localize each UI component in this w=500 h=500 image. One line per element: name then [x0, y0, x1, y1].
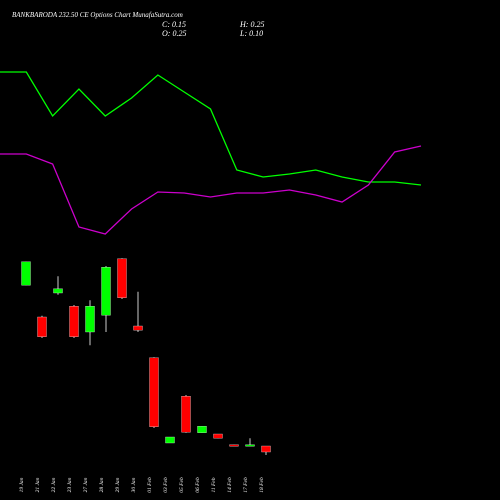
candle-body: [37, 316, 47, 337]
candle-body: [133, 325, 143, 331]
x-tick-label: 29 Jan: [115, 477, 121, 492]
candle-body: [149, 357, 159, 427]
candle-body: [53, 288, 63, 294]
candle-body: [245, 444, 255, 447]
candle-body: [69, 306, 79, 337]
close-label: C: 0.15: [162, 20, 186, 29]
x-tick-label: 28 Jan: [99, 477, 105, 492]
indicator-line: [0, 145, 422, 235]
indicator-line: [0, 71, 422, 186]
x-tick-label: 05 Feb: [179, 477, 185, 493]
x-tick-label: 30 Jan: [131, 477, 137, 493]
x-tick-label: 01 Feb: [147, 477, 153, 493]
candle-body: [101, 267, 111, 316]
x-tick-label: 14 Feb: [226, 477, 233, 493]
x-tick-label: 11 Feb: [211, 477, 217, 492]
candle-body: [165, 436, 175, 444]
candle-body: [197, 426, 207, 433]
x-tick-label: 22 Jan: [51, 477, 57, 492]
open-label: O: 0.25: [162, 29, 186, 38]
x-tick-label: 03 Feb: [163, 477, 169, 493]
candle-body: [117, 258, 127, 298]
candle-body: [85, 306, 95, 333]
candle-body: [21, 261, 31, 286]
x-tick-label: 27 Jan: [83, 477, 89, 492]
high-label: H: 0.25: [239, 20, 264, 29]
x-tick-label: 21 Jan: [35, 477, 41, 492]
low-label: L: 0.10: [239, 29, 263, 38]
x-tick-label: 23 Jan: [67, 477, 73, 492]
candle-body: [261, 445, 271, 453]
x-tick-label: 06 Feb: [195, 477, 201, 493]
candle-body: [181, 396, 191, 433]
x-tick-label: 19 Jan: [19, 477, 25, 492]
candle-body: [229, 444, 239, 447]
x-tick-label: 17 Feb: [243, 477, 249, 493]
x-tick-label: 18 Feb: [259, 477, 265, 493]
chart-title: BANKBARODA 232.50 CE Options Chart Munaf…: [12, 11, 183, 19]
candle-body: [213, 433, 223, 439]
